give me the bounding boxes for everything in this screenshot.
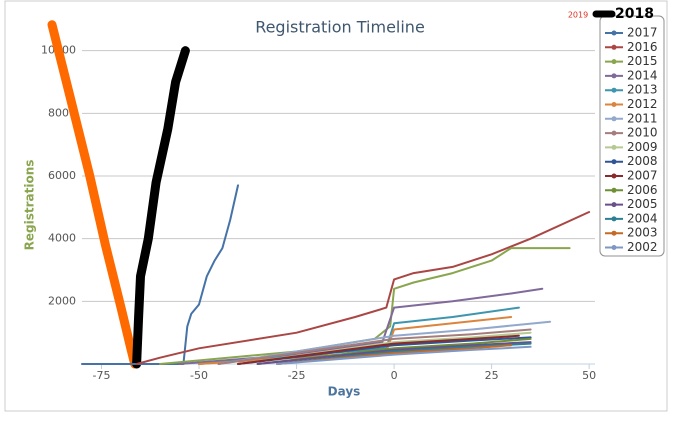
x-tick-label: 25 [485,369,499,382]
x-tick-label: -50 [190,369,208,382]
legend-marker [611,230,617,236]
series-line [237,334,520,365]
legend-marker [611,59,617,65]
series-line [135,211,591,365]
handwritten-line [132,46,190,369]
legend-label: 2009 [627,140,658,154]
legend-label: 2002 [627,240,658,254]
y-tick-label: 2000 [48,294,76,307]
series-line [256,341,532,365]
legend-label: 2016 [627,40,658,54]
legend-label: 2013 [627,83,658,97]
x-tick-label: 0 [391,369,398,382]
legend-label: 2014 [627,68,658,82]
series-line [217,328,532,365]
y-tick-label: 4000 [48,232,76,245]
legend-label: 2004 [627,211,658,225]
legend-label: 2006 [627,183,658,197]
legend-label: 2019 [568,11,588,20]
legend-marker [611,245,617,250]
legend-marker [611,159,617,165]
handwritten-line [47,20,140,369]
x-tick-label: -25 [288,369,306,382]
y-axis-label: Registrations [23,160,37,251]
legend-label: 2010 [627,126,658,140]
legend-marker [611,102,617,107]
legend-label: 2007 [627,169,658,183]
legend-label: 2003 [627,226,658,240]
legend-marker [611,44,617,50]
legend-label: 2008 [627,154,658,168]
legend-label: 2018 [615,6,654,22]
series-line [178,287,544,365]
legend-marker [611,73,617,79]
legend-label: 2011 [627,111,658,125]
y-tick-label: 6000 [48,169,76,182]
series-line [81,184,239,365]
series-line [217,320,552,365]
legend-label: 2015 [627,54,658,68]
series-line [276,345,532,365]
legend-marker [611,144,617,150]
x-axis-label: Days [328,385,361,399]
legend-marker [611,187,617,193]
legend-marker [611,202,617,208]
legend-label: 2012 [627,97,658,111]
legend-marker [611,116,617,122]
legend-label: 2017 [627,26,658,40]
legend-marker [611,87,617,93]
legend-marker [611,173,617,179]
legend-label: 2005 [627,197,658,211]
legend-marker [611,130,617,136]
legend-marker [611,216,617,222]
legend-marker [611,30,617,36]
chart-title: Registration Timeline [255,18,425,37]
x-tick-label: 50 [582,369,596,382]
x-tick-label: -75 [93,369,111,382]
chart-frame [4,0,668,412]
